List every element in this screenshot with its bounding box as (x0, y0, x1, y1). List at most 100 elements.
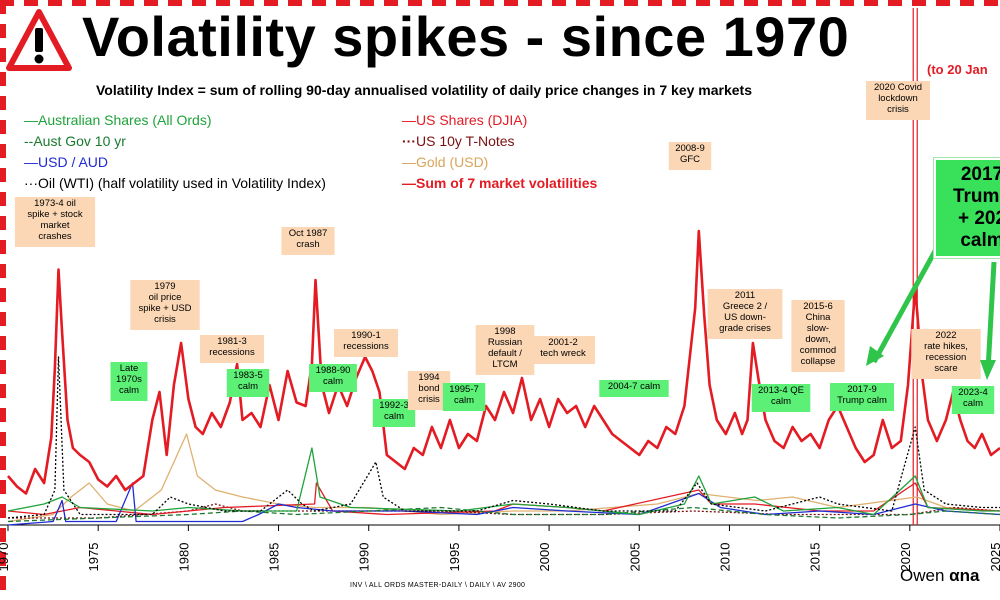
annotation-box (830, 383, 894, 411)
border-left (0, 0, 6, 600)
annotation-label: calm (238, 381, 258, 392)
x-tick-label: 2025 (988, 543, 1000, 572)
annotation-label: default / (488, 348, 522, 359)
annotation-box (334, 329, 398, 357)
annotation-label: Greece 2 / (723, 301, 768, 312)
x-tick-label: 1990 (357, 543, 372, 572)
legend-all-ords: —Australian Shares (All Ords) (24, 112, 212, 128)
annotation-label: bond (418, 383, 439, 394)
date-note: (to 20 Jan (927, 62, 988, 77)
series-line-7 (7, 433, 1000, 523)
annotation-label: 2022 (935, 330, 956, 341)
annotation-box (309, 364, 357, 392)
annotation-label: China (806, 312, 832, 323)
annotation-label: crisis (887, 104, 909, 115)
callout-arrow-right (985, 261, 997, 371)
callout-arrowhead-right (980, 360, 996, 380)
annotation-label: 2015-6 (803, 301, 833, 312)
annotation-label: 2020 Covid (874, 82, 922, 93)
annotation-label: Trump calm (837, 395, 887, 406)
x-tick-label: 2005 (627, 543, 642, 572)
legend-us-10y: ···US 10y T-Notes (402, 133, 515, 149)
callout-arrow-left (871, 240, 943, 364)
legend-oil: ···Oil (WTI) (half volatility used in Vo… (24, 175, 326, 191)
annotation-box (475, 325, 535, 375)
annotation-label: 1994 (418, 372, 439, 383)
annotation-label: calm (119, 385, 139, 396)
annotation-label: lockdown (878, 93, 918, 104)
annotation-label: tech wreck (540, 348, 586, 359)
x-tick-label: 2015 (808, 543, 823, 572)
chart-subtitle: Volatility Index = sum of rolling 90-day… (96, 82, 753, 98)
trump-calm-callout: 2017 Trump + 202 calm (934, 158, 1000, 258)
annotation-label: recessions (343, 341, 389, 352)
annotation-label: 1979 (154, 281, 175, 292)
legend-aust-gov-10yr: --Aust Gov 10 yr (24, 133, 126, 149)
annotation-label: 2017-9 (847, 384, 877, 395)
annotation-box (531, 336, 595, 364)
callout-line-2: Trump (952, 186, 1000, 207)
annotation-box (200, 335, 264, 363)
x-tick-label: 1985 (267, 543, 282, 572)
annotation-box (951, 386, 995, 414)
annotation-label: market (40, 220, 69, 231)
annotation-box (911, 329, 981, 379)
chart-title: Volatility spikes - since 1970 (82, 5, 850, 68)
annotation-label: crash (296, 239, 319, 250)
callout-arrowhead-left (866, 346, 884, 366)
annotation-label: 1973-4 oil (34, 198, 76, 209)
annotation-label: down, (805, 334, 830, 345)
brand-logo: Owen αna (900, 566, 980, 585)
callout-line-1: 2017 (960, 164, 1000, 185)
annotation-label: 1992-3 (379, 400, 409, 411)
annotation-label: calm (384, 411, 404, 422)
series-line-2 (7, 447, 1000, 516)
annotation-label: crisis (154, 314, 176, 325)
annotation-label: 2011 (735, 290, 755, 301)
annotation-label: calm (771, 396, 791, 407)
annotation-box (14, 197, 96, 247)
annotation-label: spike + stock (27, 209, 82, 220)
annotation-label: recessions (209, 347, 255, 358)
footer-source: INV \ ALL ORDS MASTER-DAILY \ DAILY \ AV… (350, 582, 526, 589)
series-line-3 (7, 506, 1000, 523)
annotation-label: LTCM (492, 359, 517, 370)
legend-sum: —Sum of 7 market volatilities (402, 175, 598, 191)
annotation-label: 1990-1 (351, 330, 381, 341)
annotation-label: scare (934, 363, 957, 374)
annotation-label: 1988-90 (316, 365, 351, 376)
annotation-label: 2013-4 QE (758, 385, 804, 396)
annotation-label: 1983-5 (233, 370, 263, 381)
annotation-label: crashes (38, 231, 72, 242)
x-tick-label: 2010 (717, 543, 732, 572)
series-line-0 (7, 229, 1000, 495)
annotation-box (130, 280, 200, 330)
annotation-label: calm (323, 376, 343, 387)
annotation-box (110, 362, 148, 401)
series-line-4 (7, 482, 1000, 526)
annotation-box (707, 289, 783, 339)
annotation-label: 1970s (116, 374, 142, 385)
x-tick-label: 1995 (447, 543, 462, 572)
warning-icon (6, 9, 72, 71)
annotation-label: 2004-7 calm (608, 381, 660, 392)
x-tick-label: 1980 (176, 543, 191, 572)
annotation-label: commod (800, 345, 836, 356)
annotation-label: GFC (680, 154, 700, 165)
annotation-label: spike + USD (138, 303, 191, 314)
legend-djia: —US Shares (DJIA) (402, 112, 528, 128)
annotation-label: oil price (149, 292, 182, 303)
legend-gold: —Gold (USD) (402, 154, 489, 170)
annotation-label: crisis (418, 394, 440, 405)
annotation-label: calm (963, 398, 983, 409)
annotation-label: 1995-7 (449, 384, 479, 395)
x-tick-label: 1975 (86, 543, 101, 572)
legend-usd-aud: —USD / AUD (24, 154, 109, 170)
annotation-box (599, 380, 669, 397)
annotation-box (866, 81, 930, 120)
annotation-box (668, 142, 712, 170)
annotation-label: rate hikes, (924, 341, 968, 352)
annotation-box (442, 383, 486, 411)
annotation-label: 1998 (494, 326, 515, 337)
